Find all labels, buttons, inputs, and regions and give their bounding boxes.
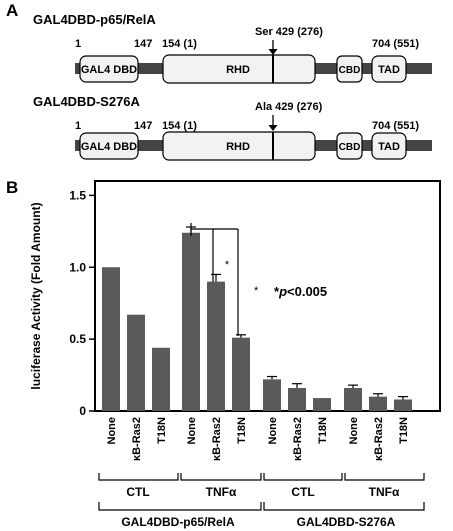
bar [394, 399, 412, 411]
bars [102, 232, 412, 411]
error-bars [186, 226, 408, 400]
site-label: Ala 429 (276) [255, 101, 323, 113]
treatment-label-ctl-2: CTL [291, 485, 314, 499]
domain-cbd [336, 132, 363, 160]
x-tick-labels: None κB-Ras2 T18N None κB-Ras2 T18N None κB-Ras… [106, 417, 410, 461]
y-tick-label: 1.0 [69, 260, 86, 274]
significance-star: * [274, 284, 280, 299]
x-tick-label: κB-Ras2 [292, 417, 304, 461]
construct-wildtype: GAL4DBD-p65/RelA 1 147 154 (1) Ser 429 (… [33, 12, 432, 84]
site-arrow-head [268, 49, 278, 55]
position-label-end: 704 (551) [372, 120, 419, 132]
y-tick-label: 0 [79, 404, 86, 418]
bar-chart: luciferase Activity (Fold Amount) 0 0.5 1.… [29, 180, 441, 529]
x-tick-label: κB-Ras2 [373, 417, 385, 461]
y-tick-label: 1.5 [69, 188, 86, 202]
bar [207, 281, 225, 411]
y-axis: 0 0.5 1.0 1.5 [69, 188, 95, 418]
bar [344, 388, 362, 411]
construct-label-wildtype: GAL4DBD-p65/RelA [121, 515, 235, 529]
construct-label-mutant: GAL4DBD-S276A [297, 515, 396, 529]
bar [127, 314, 145, 411]
domain-label-rhd: RHD [226, 64, 250, 76]
x-tick-label: κB-Ras2 [211, 417, 223, 461]
construct-title: GAL4DBD-S276A [33, 94, 141, 109]
bar [182, 232, 200, 411]
treatment-label-tnf-2: TNFα [369, 485, 400, 499]
panel-b-label: B [6, 178, 18, 197]
position-label-start: 1 [75, 120, 81, 132]
bar [232, 337, 250, 411]
x-tick-label: None [348, 417, 360, 445]
domain-rhd [162, 131, 316, 161]
position-label-start: 1 [75, 38, 81, 50]
domain-label-cbd: CBD [339, 142, 361, 153]
bar [313, 398, 331, 411]
x-tick-label: T18N [156, 417, 168, 444]
position-label-147: 147 [134, 38, 152, 50]
domain-gal4-dbd [79, 132, 139, 160]
significance-value: <0.005 [287, 284, 327, 299]
bar [152, 347, 170, 411]
bar [288, 388, 306, 411]
domain-label-tad: TAD [378, 64, 400, 76]
position-label-end: 704 (551) [372, 38, 419, 50]
site-arrow-head [268, 125, 278, 131]
treatment-label-ctl-1: CTL [126, 485, 149, 499]
y-axis-label: luciferase Activity (Fold Amount) [29, 202, 43, 389]
site-label: Ser 429 (276) [255, 26, 323, 38]
domain-tad [371, 55, 407, 83]
x-tick-label: T18N [398, 417, 410, 444]
x-tick-label: None [106, 417, 118, 445]
bar [369, 396, 387, 411]
significance-marker: * [225, 259, 230, 271]
treatment-label-tnf-1: TNFα [206, 485, 237, 499]
significance-legend: *p<0.005 [274, 284, 327, 299]
domain-label-cbd: CBD [339, 65, 361, 76]
x-tick-label: κB-Ras2 [131, 417, 143, 461]
domain-label-gal4: GAL4 DBD [81, 64, 137, 76]
construct-title: GAL4DBD-p65/RelA [33, 12, 156, 27]
domain-label-gal4: GAL4 DBD [81, 141, 137, 153]
significance-p: p [278, 284, 287, 299]
bar [102, 267, 120, 411]
construct-mutant: GAL4DBD-S276A 1 147 154 (1) Ala 429 (276… [33, 94, 432, 161]
x-tick-label: T18N [317, 417, 329, 444]
x-tick-label: None [267, 417, 279, 445]
position-label-147: 147 [134, 120, 152, 132]
x-tick-label: None [186, 417, 198, 445]
position-label-154: 154 (1) [162, 38, 197, 50]
domain-cbd [336, 55, 363, 83]
x-tick-label: T18N [236, 417, 248, 444]
panel-a-label: A [6, 1, 18, 20]
treatment-brackets [98, 473, 425, 511]
bar [263, 379, 281, 411]
domain-label-rhd: RHD [226, 141, 250, 153]
significance-brackets [190, 223, 239, 336]
significance-marker-2: * [254, 285, 259, 297]
domain-gal4-dbd [79, 55, 139, 83]
position-label-154: 154 (1) [162, 120, 197, 132]
domain-rhd [162, 54, 316, 84]
domain-tad [371, 132, 407, 160]
y-tick-label: 0.5 [69, 332, 86, 346]
domain-label-tad: TAD [378, 141, 400, 153]
